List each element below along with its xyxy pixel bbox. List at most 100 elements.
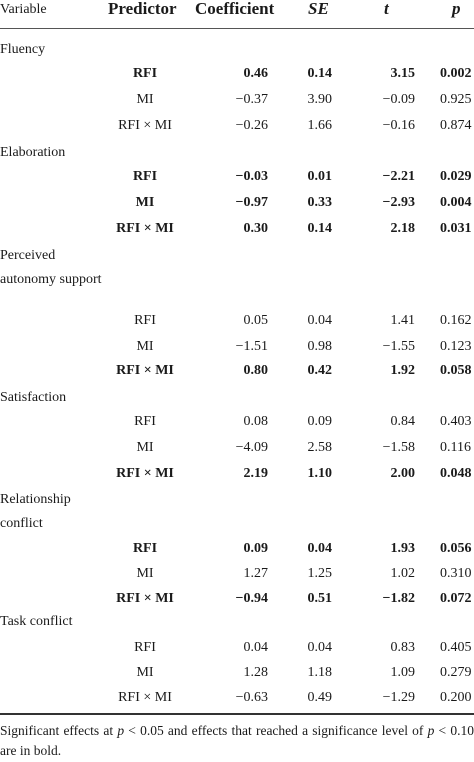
cell-predictor: MI bbox=[136, 566, 154, 581]
cell-p: 0.058 bbox=[440, 363, 472, 378]
header-se: SE bbox=[308, 0, 329, 18]
cell-se: 0.04 bbox=[307, 313, 333, 328]
cell-se: 0.42 bbox=[307, 363, 333, 378]
cell-t: 3.15 bbox=[390, 66, 416, 81]
cell-t: 2.18 bbox=[390, 221, 416, 236]
cell-t: −0.09 bbox=[382, 92, 415, 107]
cell-coefficient: 0.04 bbox=[243, 640, 269, 655]
cell-predictor: MI bbox=[135, 195, 155, 210]
cell-coefficient: −0.03 bbox=[235, 169, 268, 184]
footnote-text-3: < 0.10 are in bold. bbox=[0, 723, 474, 758]
table-header: Variable Predictor Coefficient SE t p bbox=[0, 0, 474, 20]
cell-coefficient: −0.94 bbox=[235, 591, 268, 606]
cell-predictor: RFI × MI bbox=[116, 363, 174, 378]
cell-predictor: RFI × MI bbox=[116, 591, 174, 606]
cell-se: 2.58 bbox=[307, 440, 333, 455]
cell-se: 1.18 bbox=[307, 665, 333, 680]
cell-predictor: RFI × MI bbox=[116, 221, 174, 236]
cell-se: 1.66 bbox=[307, 118, 333, 133]
cell-p: 0.279 bbox=[440, 665, 472, 680]
cell-coefficient: 0.30 bbox=[243, 221, 269, 236]
cell-t: −2.21 bbox=[382, 169, 415, 184]
cell-se: 0.98 bbox=[307, 339, 333, 354]
cell-se: 1.10 bbox=[307, 466, 333, 481]
cell-p: 0.116 bbox=[440, 440, 471, 455]
table-bottom-rule bbox=[0, 713, 474, 715]
cell-p: 0.002 bbox=[440, 66, 472, 81]
cell-p: 0.123 bbox=[440, 339, 472, 354]
cell-se: 1.25 bbox=[307, 566, 333, 581]
cell-coefficient: 0.05 bbox=[243, 313, 269, 328]
cell-t: 0.84 bbox=[390, 414, 416, 429]
group-label-perceived-autonomy-support: Perceived autonomy support bbox=[0, 248, 102, 287]
cell-t: 1.02 bbox=[390, 566, 416, 581]
cell-predictor: RFI bbox=[132, 169, 158, 184]
cell-se: 0.33 bbox=[307, 195, 333, 210]
footnote-text-1: Significant effects at bbox=[0, 723, 118, 738]
cell-coefficient: −0.97 bbox=[235, 195, 268, 210]
group-label-relationship-conflict: Relationship conflict bbox=[0, 492, 71, 531]
cell-p: 0.925 bbox=[440, 92, 472, 107]
cell-p: 0.403 bbox=[440, 414, 472, 429]
cell-p: 0.162 bbox=[440, 313, 472, 328]
cell-p: 0.056 bbox=[440, 541, 472, 556]
group-label-task-conflict: Task conflict bbox=[0, 614, 73, 629]
cell-coefficient: −0.63 bbox=[235, 690, 268, 705]
table-row: RFI 0.04 0.04 0.83 0.405 bbox=[0, 635, 474, 661]
cell-se: 0.49 bbox=[307, 690, 333, 705]
table-row: RFI 0.08 0.09 0.84 0.403 bbox=[0, 409, 474, 435]
cell-t: −1.29 bbox=[382, 690, 415, 705]
table-footnote: Significant effects at p < 0.05 and effe… bbox=[0, 721, 474, 761]
cell-p: 0.029 bbox=[440, 169, 472, 184]
cell-p: 0.004 bbox=[440, 195, 472, 210]
header-predictor: Predictor bbox=[108, 0, 177, 18]
cell-coefficient: 2.19 bbox=[243, 466, 269, 481]
table-row: MI −1.51 0.98 −1.55 0.123 bbox=[0, 334, 474, 360]
cell-t: −1.55 bbox=[382, 339, 415, 354]
cell-coefficient: −1.51 bbox=[235, 339, 268, 354]
cell-se: 0.04 bbox=[307, 640, 333, 655]
cell-coefficient: −0.37 bbox=[235, 92, 268, 107]
header-rule bbox=[0, 28, 474, 29]
cell-predictor: RFI bbox=[132, 66, 158, 81]
table-row: RFI 0.05 0.04 1.41 0.162 bbox=[0, 308, 474, 334]
cell-coefficient: 1.27 bbox=[243, 566, 269, 581]
header-t: t bbox=[384, 0, 389, 18]
cell-predictor: RFI bbox=[132, 541, 158, 556]
cell-t: 1.09 bbox=[390, 665, 416, 680]
table-row: RFI × MI −0.26 1.66 −0.16 0.874 bbox=[0, 113, 474, 139]
cell-coefficient: 1.28 bbox=[243, 665, 269, 680]
cell-t: −0.16 bbox=[382, 118, 415, 133]
group-label-fluency: Fluency bbox=[0, 42, 46, 57]
cell-p: 0.310 bbox=[440, 566, 472, 581]
cell-p: 0.048 bbox=[440, 466, 472, 481]
cell-se: 0.51 bbox=[307, 591, 333, 606]
cell-predictor: RFI × MI bbox=[118, 118, 172, 133]
cell-se: 3.90 bbox=[307, 92, 333, 107]
cell-predictor: MI bbox=[136, 339, 154, 354]
cell-t: 2.00 bbox=[390, 466, 416, 481]
cell-p: 0.031 bbox=[440, 221, 472, 236]
cell-predictor: RFI bbox=[134, 414, 156, 429]
cell-predictor: RFI × MI bbox=[116, 466, 174, 481]
cell-t: 1.92 bbox=[390, 363, 416, 378]
cell-se: 0.01 bbox=[307, 169, 333, 184]
cell-coefficient: 0.80 bbox=[243, 363, 269, 378]
table-row: RFI 0.09 0.04 1.93 0.056 bbox=[0, 536, 474, 562]
table-row: MI −0.37 3.90 −0.09 0.925 bbox=[0, 87, 474, 113]
cell-coefficient: −4.09 bbox=[235, 440, 268, 455]
cell-t: −2.93 bbox=[382, 195, 415, 210]
footnote-p-2: p bbox=[427, 723, 435, 738]
cell-predictor: MI bbox=[136, 665, 154, 680]
table-row: MI −4.09 2.58 −1.58 0.116 bbox=[0, 435, 474, 461]
table-row: MI 1.27 1.25 1.02 0.310 bbox=[0, 561, 474, 587]
cell-se: 0.04 bbox=[307, 541, 333, 556]
cell-predictor: MI bbox=[136, 92, 154, 107]
table-row: MI 1.28 1.18 1.09 0.279 bbox=[0, 660, 474, 686]
cell-se: 0.09 bbox=[307, 414, 333, 429]
table-row: RFI 0.46 0.14 3.15 0.002 bbox=[0, 61, 474, 87]
cell-t: 1.93 bbox=[390, 541, 416, 556]
cell-p: 0.874 bbox=[440, 118, 472, 133]
cell-t: 1.41 bbox=[390, 313, 416, 328]
